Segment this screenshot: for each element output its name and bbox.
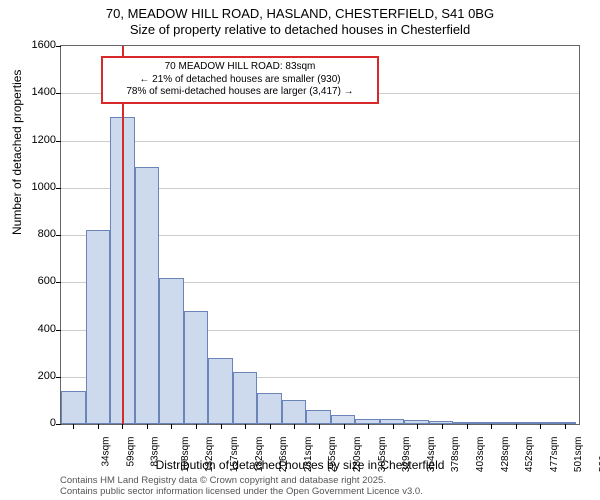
histogram-bar xyxy=(208,358,233,424)
histogram-bar xyxy=(233,372,258,424)
plot-area: 70 MEADOW HILL ROAD: 83sqm← 21% of detac… xyxy=(60,45,580,425)
title-line2: Size of property relative to detached ho… xyxy=(0,22,600,38)
histogram-bar xyxy=(282,400,307,424)
footer-line2: Contains public sector information licen… xyxy=(60,487,423,498)
footer-attribution: Contains HM Land Registry data © Crown c… xyxy=(60,476,423,498)
ytick-label: 400 xyxy=(16,323,56,335)
histogram-bar xyxy=(159,278,184,424)
chart-container: 70, MEADOW HILL ROAD, HASLAND, CHESTERFI… xyxy=(0,0,600,500)
gridline xyxy=(61,141,579,142)
ytick-label: 1400 xyxy=(16,86,56,98)
ytick-label: 1600 xyxy=(16,39,56,51)
histogram-bar xyxy=(306,410,331,424)
ytick-label: 800 xyxy=(16,228,56,240)
ytick-label: 1000 xyxy=(16,181,56,193)
histogram-bar xyxy=(331,415,356,424)
callout-line2: ← 21% of detached houses are smaller (93… xyxy=(109,74,371,87)
ytick-label: 0 xyxy=(16,417,56,429)
histogram-bar xyxy=(86,230,111,424)
histogram-bar xyxy=(453,422,478,424)
callout-box: 70 MEADOW HILL ROAD: 83sqm← 21% of detac… xyxy=(101,56,379,104)
histogram-bar xyxy=(429,421,454,424)
ytick-label: 1200 xyxy=(16,134,56,146)
histogram-bar xyxy=(184,311,209,424)
chart-title: 70, MEADOW HILL ROAD, HASLAND, CHESTERFI… xyxy=(0,0,600,37)
histogram-bar xyxy=(502,422,527,424)
histogram-bar xyxy=(61,391,86,424)
title-line1: 70, MEADOW HILL ROAD, HASLAND, CHESTERFI… xyxy=(0,6,600,22)
histogram-bar xyxy=(478,422,503,424)
x-axis-label: Distribution of detached houses by size … xyxy=(0,458,600,472)
ytick-label: 200 xyxy=(16,370,56,382)
histogram-bar xyxy=(551,422,576,424)
histogram-bar xyxy=(257,393,282,424)
ytick-label: 600 xyxy=(16,275,56,287)
callout-line1: 70 MEADOW HILL ROAD: 83sqm xyxy=(109,61,371,74)
histogram-bar xyxy=(135,167,160,425)
callout-line3: 78% of semi-detached houses are larger (… xyxy=(109,86,371,99)
histogram-bar xyxy=(527,422,552,424)
histogram-bar xyxy=(380,419,405,424)
